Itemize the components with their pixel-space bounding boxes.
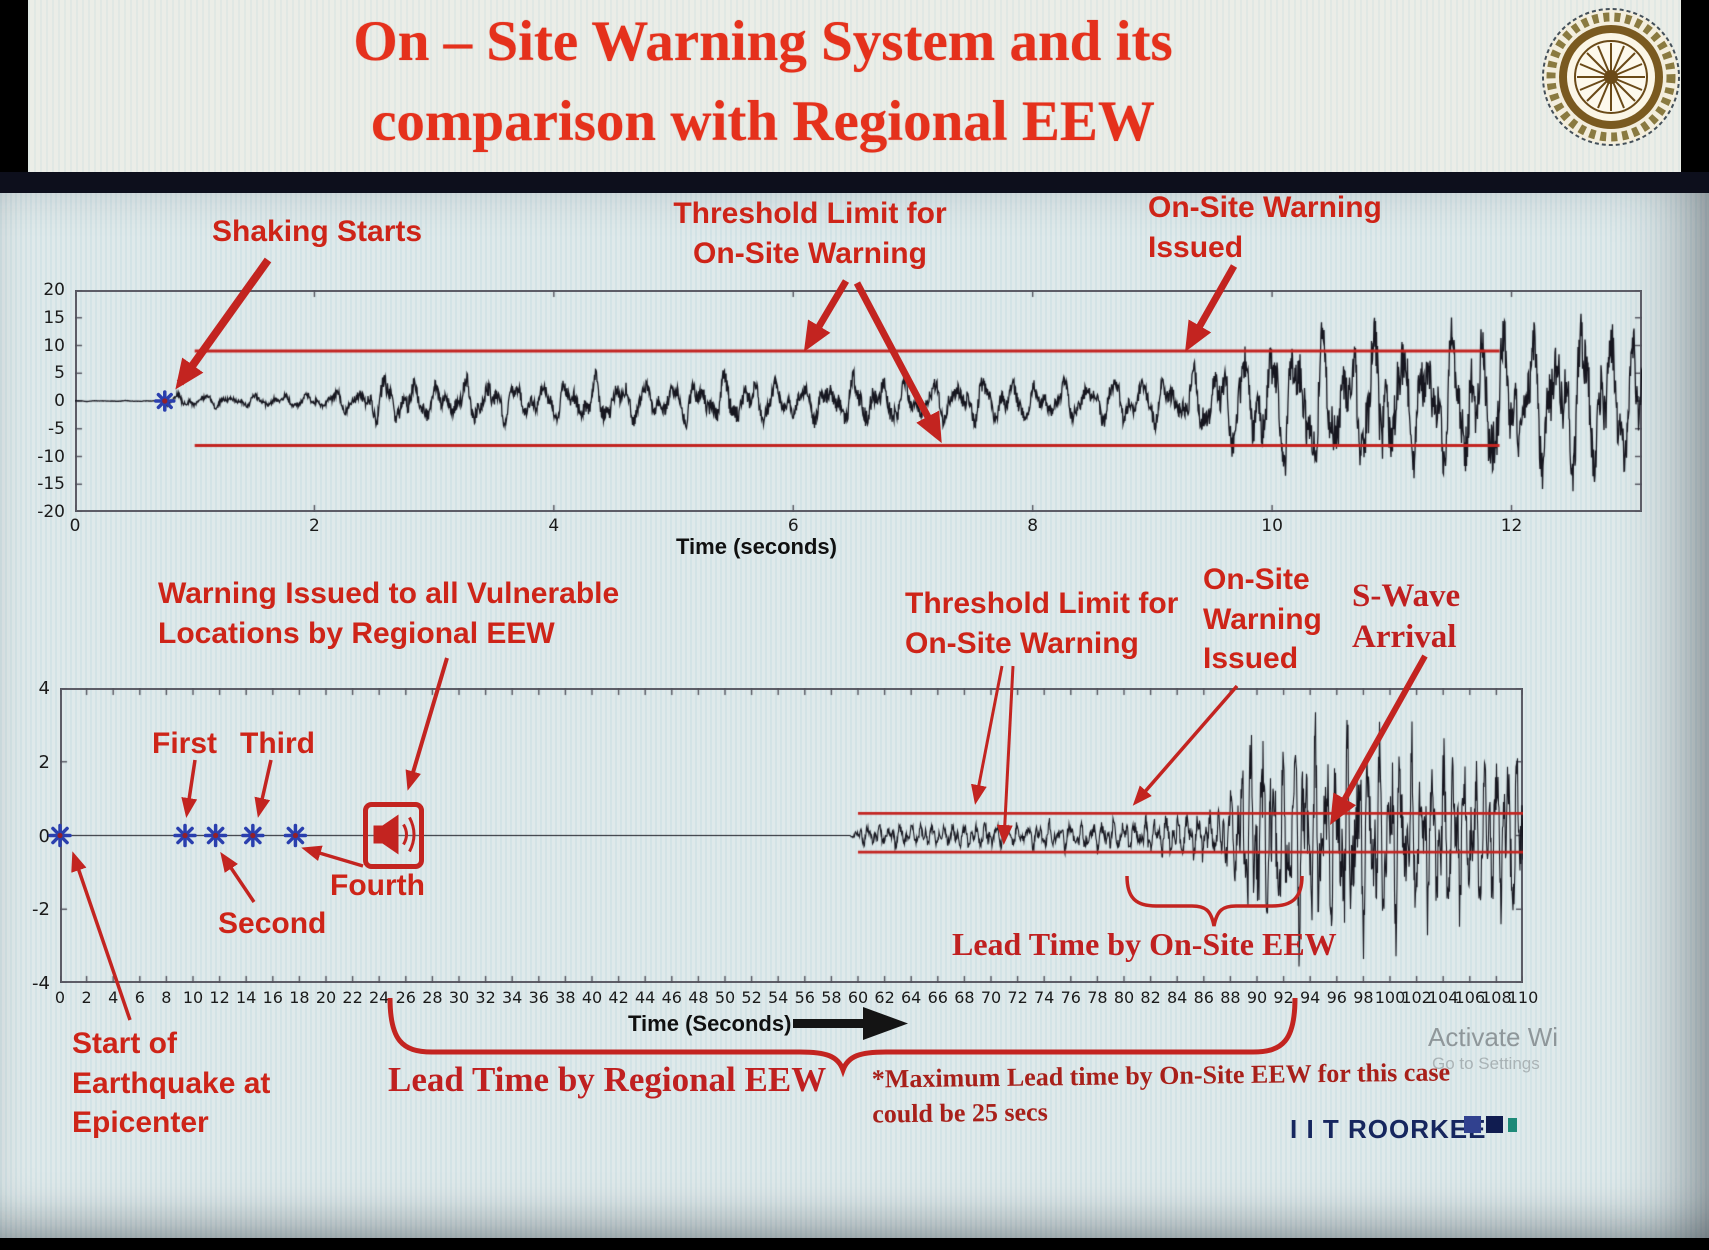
chart1-waveform-canvas (75, 290, 1642, 512)
chart1-y-tick-label: 5 (54, 363, 65, 384)
chart2-x-tick-label: 16 (262, 988, 283, 1007)
chart2-x-tick-label: 22 (342, 988, 363, 1007)
chart1-x-tick-label: 6 (787, 516, 799, 536)
chart2-y-tick-label: 2 (38, 751, 50, 773)
chart2-y-tick-label: -4 (32, 973, 50, 994)
chart2-x-tick-label: 8 (161, 988, 172, 1007)
threshold-limit-label-chart2: Threshold Limit for On-Site Warning (905, 587, 1179, 660)
chart2-x-tick-label: 102 (1401, 988, 1432, 1007)
brand-square-icon (1464, 1116, 1481, 1133)
activate-windows-watermark-sub: Go to Settings (1432, 1054, 1540, 1073)
chart1-y-tick-label: 0 (54, 391, 65, 411)
chart1-x-tick-label: 10 (1261, 516, 1283, 536)
chart2-x-tick-label: 12 (209, 988, 230, 1007)
iit-roorkee-logo-icon (1542, 8, 1680, 146)
chart2-x-tick-label: 94 (1300, 988, 1321, 1007)
chart1-y-tick-label: 20 (43, 280, 65, 300)
slide-header: On – Site Warning System and its compari… (28, 0, 1681, 172)
brand-square-icon (1508, 1117, 1517, 1132)
epicenter-start-label: Start of Earthquake at Epicenter (72, 1027, 271, 1140)
chart1-y-tick-label: 10 (43, 335, 65, 356)
slide-title-line2: comparison with Regional EEW (371, 90, 1155, 153)
chart2-x-axis-title: Time (Seconds) (628, 1011, 792, 1036)
chart1-x-axis-title: Time (seconds) (676, 534, 837, 559)
chart2-x-tick-label: 6 (134, 988, 145, 1007)
threshold-limit-label-chart1: Threshold Limit for On-Site Warning (673, 197, 947, 270)
chart2-x-tick-label: 14 (236, 988, 257, 1007)
lead-time-onsite-label: Lead Time by On-Site EEW (952, 926, 1337, 962)
second-detection-label: Second (218, 907, 327, 940)
iit-roorkee-wordmark: I I T ROORKEE (1290, 1114, 1487, 1144)
chart1-y-tick-label: -15 (37, 474, 65, 495)
chart2-x-tick-label: 100 (1374, 988, 1406, 1007)
chart1-x-tick-label: 4 (548, 516, 560, 536)
chart1-x-tick-label: 2 (308, 516, 320, 536)
first-detection-label: First (152, 727, 218, 760)
chart1-y-tick-label: -20 (37, 502, 65, 522)
chart1-y-tick-label: -5 (48, 418, 65, 439)
fourth-detection-label: Fourth (330, 869, 425, 902)
chart2-x-tick-label: 104 (1427, 988, 1459, 1007)
chart1-y-tick-label: 15 (43, 307, 65, 328)
brand-logo-squares (1464, 1116, 1517, 1133)
chart2-y-tick-label: 4 (38, 678, 50, 699)
brand-square-icon (1486, 1116, 1503, 1133)
third-detection-label: Third (240, 727, 315, 760)
regional-warning-label: Warning Issued to all Vulnerable Locatio… (158, 577, 620, 650)
chart1-y-tick-label: -10 (37, 446, 65, 467)
chart2-y-tick-label: 0 (38, 825, 50, 847)
chart2-x-tick-label: 24 (369, 988, 390, 1007)
title-block: On – Site Warning System and its compari… (88, 2, 1438, 162)
chart2-y-tick-label: -2 (32, 899, 50, 921)
slide-title-line1: On – Site Warning System and its (353, 10, 1173, 73)
shaking-starts-label: Shaking Starts (212, 215, 423, 248)
activate-windows-watermark: Activate Wi (1428, 1022, 1559, 1052)
chart2-x-tick-label: 10 (182, 988, 204, 1007)
chart1-x-tick-label: 0 (69, 516, 81, 536)
chart2-x-tick-label: 106 (1454, 988, 1486, 1007)
chart2-x-tick-label: 108 (1481, 988, 1512, 1007)
lead-time-regional-label: Lead Time by Regional EEW (388, 1060, 827, 1099)
chart1-x-tick-label: 12 (1500, 516, 1523, 536)
chart2-x-tick-label: 96 (1326, 988, 1347, 1007)
onsite-warning-issued-label-chart2: On-Site Warning Issued (1203, 563, 1322, 676)
chart2-x-tick-label: 20 (315, 988, 337, 1007)
chart1-x-tick-label: 8 (1027, 516, 1039, 536)
onsite-warning-issued-label-chart1: On-Site Warning Issued (1148, 191, 1382, 264)
chart2-x-tick-label: 98 (1353, 988, 1374, 1007)
s-wave-arrival-label: S-Wave Arrival (1352, 578, 1461, 656)
chart2-x-tick-label: 0 (54, 988, 66, 1007)
chart2-x-tick-label: 18 (289, 988, 310, 1007)
chart2-x-tick-label: 110 (1507, 988, 1539, 1007)
header-divider (0, 172, 1709, 193)
